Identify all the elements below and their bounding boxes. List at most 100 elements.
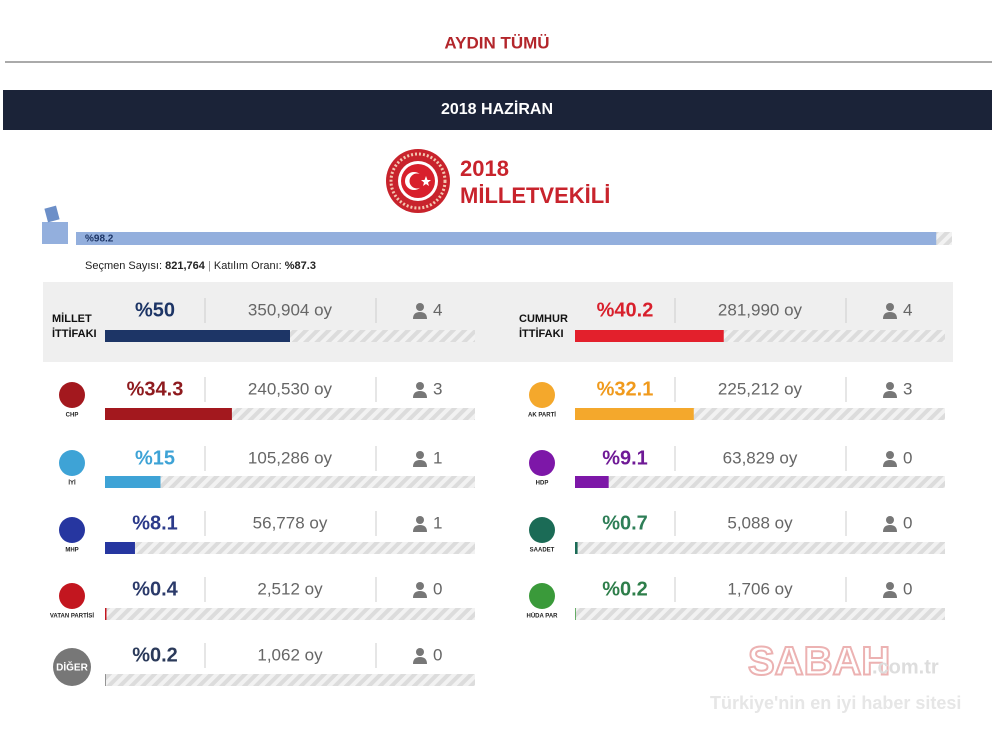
- party-logo: [529, 517, 555, 543]
- alliance-name: İTTİFAKI: [519, 327, 564, 340]
- section-title: 2018 HAZİRAN: [441, 100, 553, 118]
- bar: [575, 408, 694, 420]
- percent-label: %8.1: [132, 512, 178, 534]
- percent-label: %15: [135, 447, 175, 469]
- percent-label: %0.4: [132, 578, 178, 600]
- bar-track: [575, 608, 945, 620]
- party-logo-text: DİĞER: [56, 661, 88, 674]
- votes: 350,904 oy: [248, 300, 333, 319]
- party-logo-text: HÜDA PAR: [527, 613, 559, 620]
- party-logo: [529, 450, 555, 476]
- party-logo: [59, 382, 85, 408]
- seats: 3: [903, 379, 912, 398]
- parliament-emblem: [386, 149, 450, 213]
- seats: 1: [433, 513, 442, 532]
- election-year: 2018: [460, 156, 509, 181]
- rate-label: Katılım Oranı:: [214, 260, 282, 272]
- bar-track: [575, 476, 945, 488]
- votes: 225,212 oy: [718, 379, 803, 398]
- seat-icon: [883, 460, 897, 467]
- bar: [575, 476, 609, 488]
- party-logo-text: HDP: [536, 481, 549, 487]
- seat-icon: [413, 525, 427, 532]
- percent-label: %0.2: [602, 578, 648, 600]
- bar: [575, 330, 724, 342]
- bar: [575, 608, 576, 620]
- votes: 63,829 oy: [723, 448, 798, 467]
- party-logo: [53, 648, 91, 686]
- voters-label: Seçmen Sayısı:: [85, 260, 162, 272]
- seat-icon: [416, 516, 424, 524]
- seats: 1: [433, 448, 442, 467]
- seat-icon: [883, 312, 897, 319]
- seat-icon: [413, 460, 427, 467]
- seats: 3: [433, 379, 442, 398]
- seat-icon: [886, 516, 894, 524]
- bar-track: [105, 674, 475, 686]
- seats: 0: [903, 513, 912, 532]
- votes: 5,088 oy: [727, 513, 793, 532]
- votes: 240,530 oy: [248, 379, 333, 398]
- party-logo-text: VATAN PARTİSİ: [50, 613, 95, 620]
- alliance-name: MİLLET: [52, 312, 92, 325]
- bar: [105, 408, 232, 420]
- bar-track: [105, 608, 475, 620]
- bar: [575, 542, 578, 554]
- party-logo-text: SAADET: [530, 548, 555, 554]
- percent-label: %0.2: [132, 644, 178, 666]
- watermark-domain: .com.tr: [872, 656, 939, 678]
- votes: 1,062 oy: [257, 645, 323, 664]
- votes: 281,990 oy: [718, 300, 803, 319]
- percent-label: %9.1: [602, 447, 648, 469]
- party-logo: [529, 382, 555, 408]
- percent-label: %32.1: [597, 378, 654, 400]
- seat-icon: [416, 451, 424, 459]
- percent-label: %40.2: [597, 299, 654, 321]
- bar: [105, 330, 290, 342]
- bar-track: [105, 542, 475, 554]
- bar-track: [575, 542, 945, 554]
- seat-icon: [883, 391, 897, 398]
- voters: 821,764: [165, 260, 206, 272]
- party-logo: [59, 517, 85, 543]
- seat-icon: [886, 382, 894, 390]
- bar: [105, 476, 161, 488]
- turnout-bar: [76, 232, 937, 245]
- rate: %87.3: [285, 260, 316, 272]
- percent-label: %34.3: [127, 378, 184, 400]
- page-title: AYDIN TÜMÜ: [444, 33, 549, 52]
- seats: 0: [433, 579, 442, 598]
- election-name: MİLLETVEKİLİ: [460, 183, 610, 208]
- seat-icon: [416, 303, 424, 311]
- section-bar: [3, 90, 992, 130]
- separator: |: [208, 260, 211, 272]
- seat-icon: [883, 525, 897, 532]
- votes: 56,778 oy: [253, 513, 328, 532]
- party-logo: [59, 450, 85, 476]
- party-logo: [529, 583, 555, 609]
- seat-icon: [416, 382, 424, 390]
- watermark-brand: SABAH: [748, 640, 890, 684]
- seat-icon: [413, 312, 427, 319]
- seat-icon: [883, 591, 897, 598]
- alliance-name: İTTİFAKI: [52, 327, 97, 340]
- alliance-name: CUMHUR: [519, 313, 568, 325]
- seats: 4: [433, 300, 442, 319]
- bar: [105, 608, 107, 620]
- votes: 2,512 oy: [257, 579, 323, 598]
- seat-icon: [886, 582, 894, 590]
- watermark-slogan: Türkiye'nin en iyi haber sitesi: [710, 693, 961, 713]
- seat-icon: [413, 391, 427, 398]
- seats: 4: [903, 300, 912, 319]
- turnout-info: Seçmen Sayısı: 821,764 | Katılım Oranı: …: [85, 260, 316, 272]
- seat-icon: [416, 648, 424, 656]
- bar: [105, 674, 106, 686]
- bar: [105, 542, 135, 554]
- party-logo-text: MHP: [65, 548, 78, 554]
- bar-track: [105, 476, 475, 488]
- ballot-icon: [42, 205, 68, 244]
- percent-label: %0.7: [602, 512, 648, 534]
- seats: 0: [903, 579, 912, 598]
